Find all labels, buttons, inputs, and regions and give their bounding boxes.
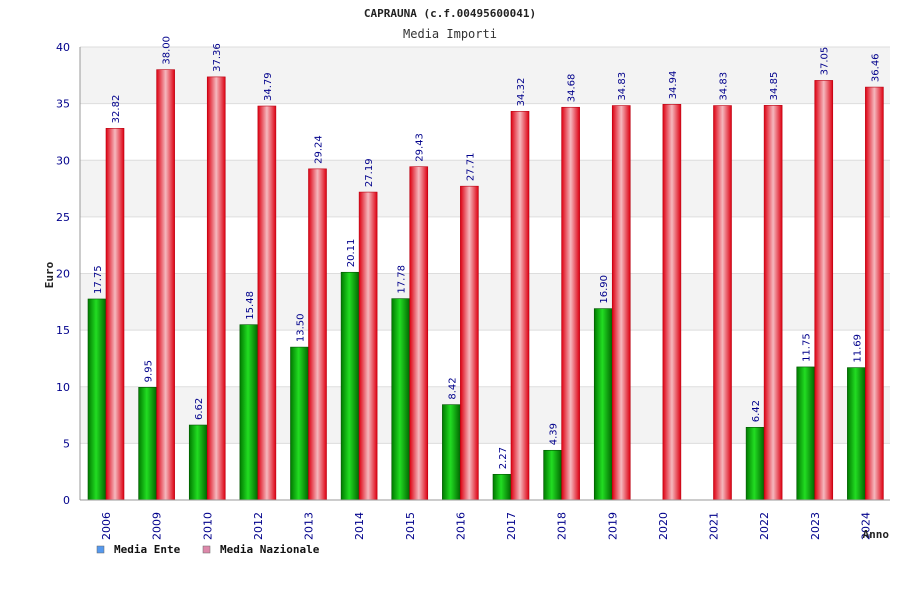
data-label: 17.78: [397, 265, 408, 294]
legend-label-media-ente: Media Ente: [114, 543, 181, 556]
y-tick-label: 30: [56, 154, 70, 167]
x-tick-label: 2006: [100, 512, 113, 540]
bar-media-ente: [290, 346, 309, 501]
x-tick-label: 2017: [505, 512, 518, 540]
bar-media-nazionale: [156, 69, 175, 501]
data-label: 34.79: [263, 72, 274, 101]
bar-media-nazionale: [460, 185, 479, 501]
bar-media-ente: [188, 424, 208, 501]
x-tick-label: 2010: [201, 512, 214, 540]
bar-media-nazionale: [611, 105, 631, 501]
bar-media-ente: [442, 404, 461, 501]
data-label: 34.32: [516, 78, 527, 107]
data-label: 36.46: [870, 53, 881, 82]
x-tick-label: 2013: [303, 512, 316, 540]
bar-media-nazionale: [105, 128, 125, 501]
legend-swatch-media-ente: [96, 545, 105, 554]
bar-media-ente: [87, 298, 107, 501]
y-tick-label: 5: [63, 437, 70, 450]
data-label: 27.71: [465, 153, 476, 182]
y-tick-label: 0: [63, 494, 70, 507]
y-tick-label: 20: [56, 268, 70, 281]
data-label: 37.36: [212, 43, 223, 72]
bars: [87, 69, 884, 501]
bar-media-ente: [593, 308, 613, 501]
data-label: 11.69: [852, 334, 863, 363]
legend-label-media-nazionale: Media Nazionale: [220, 543, 320, 556]
data-label: 16.90: [599, 275, 610, 304]
legend: Media Ente Media Nazionale: [96, 543, 320, 556]
bar-media-nazionale: [865, 86, 884, 501]
data-label: 34.68: [567, 74, 578, 103]
y-axis-ticks: 0 5 10 15 20 25 30 35 40: [56, 41, 70, 507]
bar-media-ente: [847, 367, 866, 501]
data-label: 29.24: [314, 135, 325, 164]
bar-media-nazionale: [206, 76, 226, 501]
data-label: 27.19: [364, 158, 375, 187]
y-tick-label: 10: [56, 381, 70, 394]
bar-media-nazionale: [814, 80, 834, 501]
x-tick-label: 2023: [809, 512, 822, 540]
bar-media-ente: [391, 298, 411, 501]
data-label: 8.42: [447, 377, 458, 399]
bar-media-ente: [492, 473, 512, 501]
y-tick-label: 40: [56, 41, 70, 54]
data-label: 34.85: [769, 72, 780, 101]
y-tick-label: 15: [56, 324, 70, 337]
data-label: 11.75: [802, 333, 813, 362]
data-label: 17.75: [93, 265, 104, 294]
bar-media-nazionale: [713, 105, 732, 501]
bar-media-nazionale: [662, 104, 682, 501]
bar-media-nazionale: [561, 106, 580, 501]
x-tick-label: 2012: [252, 512, 265, 540]
data-label: 15.48: [245, 291, 256, 320]
x-tick-label: 2016: [454, 512, 467, 540]
bar-media-ente: [796, 366, 816, 501]
data-label: 4.39: [549, 423, 560, 445]
data-label: 34.83: [617, 72, 628, 101]
x-tick-label: 2014: [353, 512, 366, 540]
x-tick-label: 2015: [404, 512, 417, 540]
bar-media-nazionale: [358, 191, 378, 501]
x-tick-label: 2009: [151, 512, 164, 540]
chart-title: CAPRAUNA (c.f.00495600041): [364, 7, 536, 20]
data-label: 37.05: [820, 47, 831, 76]
data-label: 13.50: [296, 313, 307, 342]
bar-media-nazionale: [510, 111, 530, 501]
x-tick-label: 2018: [556, 512, 569, 540]
x-tick-label: 2019: [606, 512, 619, 540]
bar-media-ente: [745, 426, 765, 501]
bar-media-nazionale: [257, 105, 277, 501]
data-label: 34.83: [719, 72, 730, 101]
bar-media-ente: [138, 387, 157, 501]
data-label: 2.27: [498, 447, 509, 469]
x-tick-label: 2021: [708, 512, 721, 540]
bar-media-ente: [543, 449, 562, 501]
data-label: 6.62: [194, 398, 205, 420]
x-tick-label: 2024: [859, 512, 872, 540]
y-axis-label: Euro: [43, 261, 56, 288]
data-labels: 17.75 32.82 9.95 38.00 6.62 37.36 15.48 34.79 13…: [93, 36, 881, 469]
data-label: 20.11: [346, 239, 357, 268]
legend-swatch-media-nazionale: [202, 545, 211, 554]
bar-media-ente: [340, 271, 360, 501]
bar-media-nazionale: [763, 105, 783, 501]
x-tick-label: 2020: [657, 512, 670, 540]
bar-media-nazionale: [409, 166, 429, 501]
x-axis-ticks: 2006 2009 2010 2012 2013 2014 2015 2016 2017 2018…: [100, 512, 872, 540]
data-label: 29.43: [415, 133, 426, 162]
y-tick-label: 25: [56, 211, 70, 224]
bar-media-ente: [239, 324, 259, 501]
chart-subtitle: Media Importi: [403, 27, 497, 41]
data-label: 38.00: [162, 36, 173, 65]
data-label: 9.95: [144, 360, 155, 382]
data-label: 34.94: [668, 71, 679, 100]
x-tick-label: 2022: [758, 512, 771, 540]
data-label: 32.82: [111, 95, 122, 124]
data-label: 6.42: [751, 400, 762, 422]
bar-media-nazionale: [308, 168, 327, 501]
y-tick-label: 35: [56, 98, 70, 111]
x-axis-label: Anno: [863, 528, 890, 541]
